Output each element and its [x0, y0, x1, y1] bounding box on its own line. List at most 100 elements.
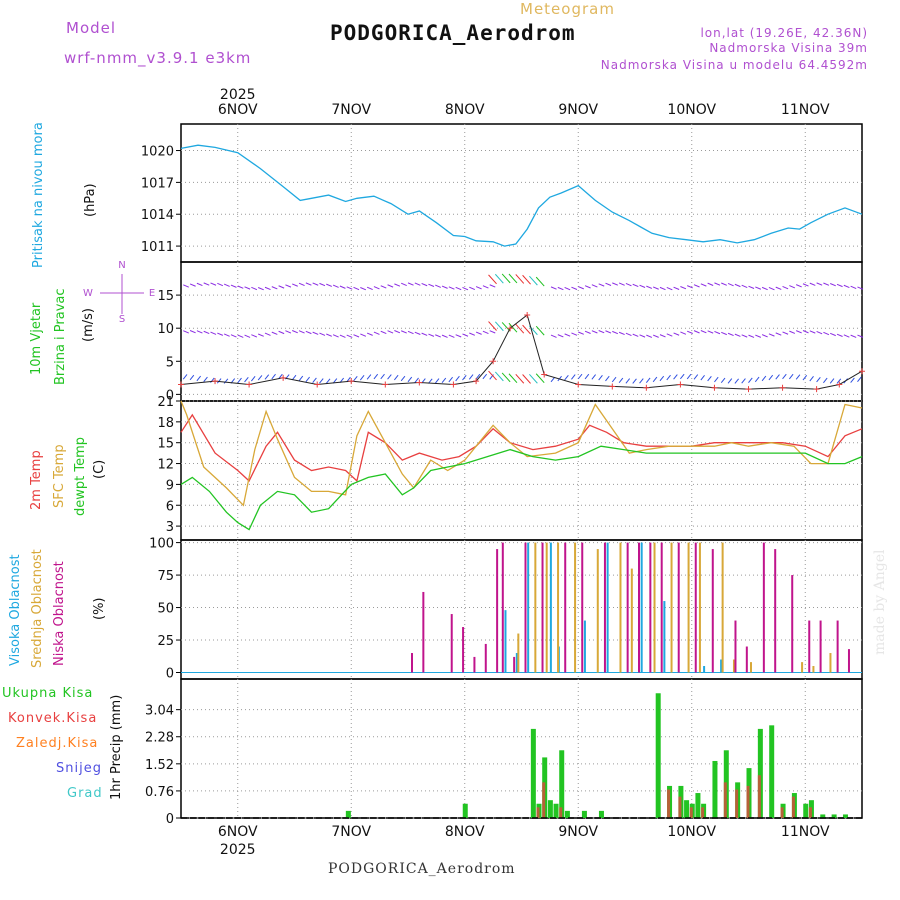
wind-barb: [727, 378, 733, 384]
wind-barb: [557, 286, 564, 291]
cloud-low-bar: [473, 656, 476, 673]
wind-barb: [237, 377, 242, 384]
wind-barb: [598, 330, 605, 334]
wind-gust-marker: [212, 378, 219, 385]
meteogram-label: Meteogram: [520, 0, 615, 18]
wind-barb: [501, 372, 511, 383]
wind-barb: [441, 285, 448, 289]
wind-gust-marker: [246, 381, 253, 388]
temp-sfc-line: [180, 400, 863, 507]
wind-barb: [823, 331, 830, 336]
wind-barb: [693, 330, 700, 334]
wind-barb: [714, 330, 721, 335]
precip-total-bar: [581, 810, 587, 818]
wind-barb: [298, 375, 304, 382]
cloud-low-bar: [581, 542, 584, 673]
wind-barb: [448, 376, 453, 383]
wind-barb: [414, 377, 419, 383]
wind-barb: [305, 330, 312, 335]
cloud-high-bar: [703, 666, 706, 673]
wind-barb: [435, 284, 441, 288]
wind-barb: [591, 330, 598, 334]
wind-barb: [305, 376, 310, 383]
wind-barb: [339, 285, 346, 289]
y-tick-label: 0: [166, 667, 174, 682]
cloud-low-bar: [677, 542, 680, 673]
wind-barb: [475, 331, 482, 335]
precip-total-bar: [547, 800, 553, 818]
y-tick-label: 3: [166, 520, 174, 535]
wind-barb: [550, 376, 556, 383]
wind-barb: [836, 283, 843, 288]
cloud-high-bar: [640, 542, 643, 673]
precip-total-bar: [462, 803, 468, 818]
wind-barb: [789, 285, 796, 289]
y-tick-label: 1011: [141, 240, 174, 255]
cloud-mid-bar: [619, 542, 622, 673]
wind-barb: [515, 274, 525, 284]
wind-barb: [707, 282, 714, 286]
wind-gust-marker: [473, 378, 480, 385]
wind-barb: [244, 334, 251, 338]
wind-barb: [400, 282, 407, 286]
y-tick-label: 25: [157, 634, 174, 649]
wind-barb: [257, 333, 264, 337]
precip-conv-bar: [723, 782, 727, 818]
wind-barb: [734, 333, 741, 337]
wind-barb: [508, 373, 518, 384]
wind-gust-marker: [859, 368, 865, 375]
model-elevation-label: Nadmorska Visina u modelu 64.4592m: [600, 58, 868, 72]
y-tick-label: 1014: [141, 208, 174, 223]
cloud-mid-bar: [687, 542, 690, 673]
wind-barb: [727, 283, 734, 287]
wind-barb: [761, 334, 768, 338]
cloud-low-bar: [638, 542, 640, 673]
cloud-low-bar: [484, 643, 487, 673]
wind-barb: [666, 287, 673, 291]
wind-barb: [196, 330, 203, 334]
wind-barb: [850, 285, 857, 289]
wind-barb: [278, 330, 285, 335]
wind-barb: [332, 284, 339, 288]
wind-barb: [775, 286, 782, 290]
wind-barb: [639, 284, 646, 288]
wind-barb: [823, 377, 828, 384]
wind-speed-line: [180, 314, 863, 390]
precip-total-bar: [757, 728, 763, 818]
wind-barb: [755, 286, 762, 290]
wind-barb: [836, 333, 843, 337]
precip-total-bar: [803, 803, 809, 818]
cloud-high-bar: [583, 620, 586, 673]
wind-barb: [577, 373, 583, 380]
wind-gust-marker: [836, 381, 843, 388]
wind-barb: [707, 330, 714, 334]
wind-barb: [605, 375, 610, 382]
wind-barb: [788, 373, 794, 380]
wind-barb: [550, 334, 557, 338]
wind-barb: [659, 375, 665, 382]
cloud-low-bar: [762, 542, 765, 673]
wind-barb: [721, 282, 727, 286]
cloud-mid-bar: [545, 542, 548, 673]
y-tick-label: 5: [166, 355, 174, 370]
wind-barb: [659, 334, 666, 338]
precip-total-bar: [564, 810, 570, 818]
wind-barb: [693, 284, 700, 288]
wind-barb: [183, 330, 189, 334]
wind-barb: [680, 286, 687, 290]
y-tick-label: 15: [157, 437, 174, 452]
wind-barb: [441, 334, 448, 338]
wind-barb: [482, 285, 489, 289]
wind-barb: [578, 331, 584, 335]
wind-gust-marker: [541, 371, 548, 378]
cloud-high-bar: [504, 610, 507, 673]
wind-barb: [196, 282, 203, 287]
x-label-bottom: 9NOV: [558, 824, 598, 840]
wind-barb: [264, 374, 270, 380]
compass-east: E: [149, 288, 155, 299]
wind-barb: [584, 285, 591, 289]
wind-gust-marker: [416, 379, 423, 386]
wind-barb: [373, 331, 380, 335]
precip-conv-bar: [780, 807, 784, 818]
